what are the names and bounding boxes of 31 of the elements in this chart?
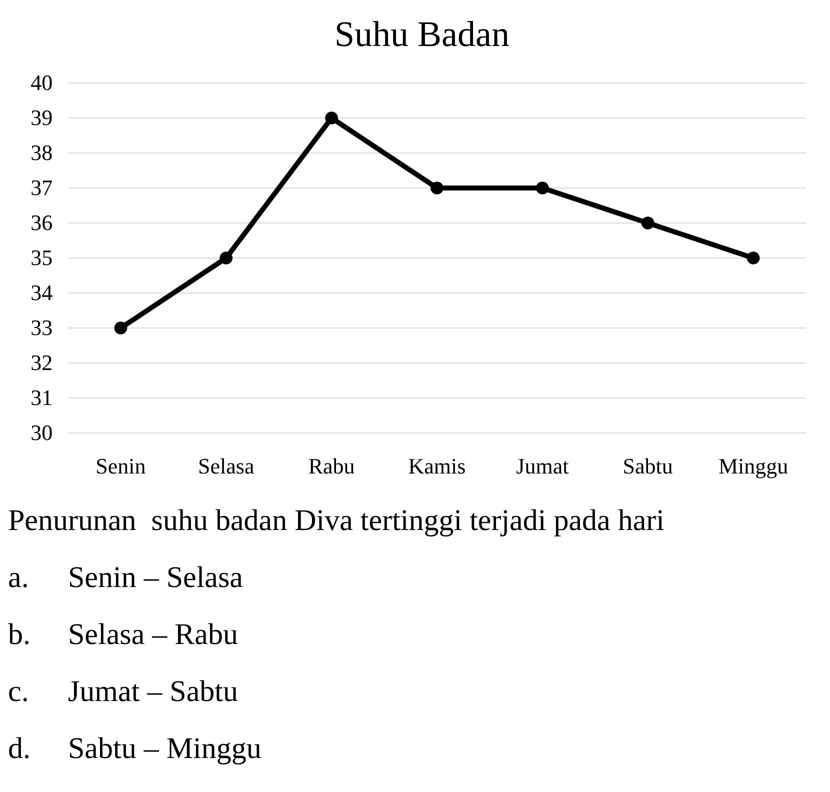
y-tick-label: 36 xyxy=(30,210,53,236)
point xyxy=(536,182,549,194)
x-tick-label: Selasa xyxy=(198,454,254,479)
x-tick-label: Jumat xyxy=(516,454,569,479)
chart-title: Suhu Badan xyxy=(334,14,510,54)
point xyxy=(114,322,128,334)
text: c. Jumat – Sabtu xyxy=(8,675,238,708)
x-tick-label: Rabu xyxy=(308,454,355,479)
y-tick-label: 33 xyxy=(30,315,53,340)
y-tick-label: 30 xyxy=(30,420,53,446)
y-tick-label: 35 xyxy=(30,245,53,270)
text: d. Sabtu – Minggu xyxy=(8,732,262,765)
point xyxy=(325,112,338,124)
x-tick-label: Kamis xyxy=(408,454,466,479)
text: a. Senin – Selasa xyxy=(8,561,243,594)
text: Penurunan suhu badan Diva tertinggi terjadi pada hari xyxy=(8,504,664,537)
point xyxy=(641,216,654,230)
point xyxy=(220,252,233,264)
y-tick-label: 40 xyxy=(30,70,53,96)
point xyxy=(430,182,444,194)
y-tick-label: 34 xyxy=(30,280,53,306)
y-tick-label: 31 xyxy=(30,385,53,410)
x-tick-label: Sabtu xyxy=(622,454,673,479)
x-tick-label: Minggu xyxy=(718,454,788,479)
x-tick-label: Senin xyxy=(96,454,146,479)
point xyxy=(746,252,760,264)
y-tick-label: 39 xyxy=(30,105,53,130)
text: b. Selasa – Rabu xyxy=(8,618,238,651)
y-tick-label: 37 xyxy=(30,175,53,200)
y-tick-label: 32 xyxy=(30,350,53,376)
y-tick-label: 38 xyxy=(30,140,53,166)
